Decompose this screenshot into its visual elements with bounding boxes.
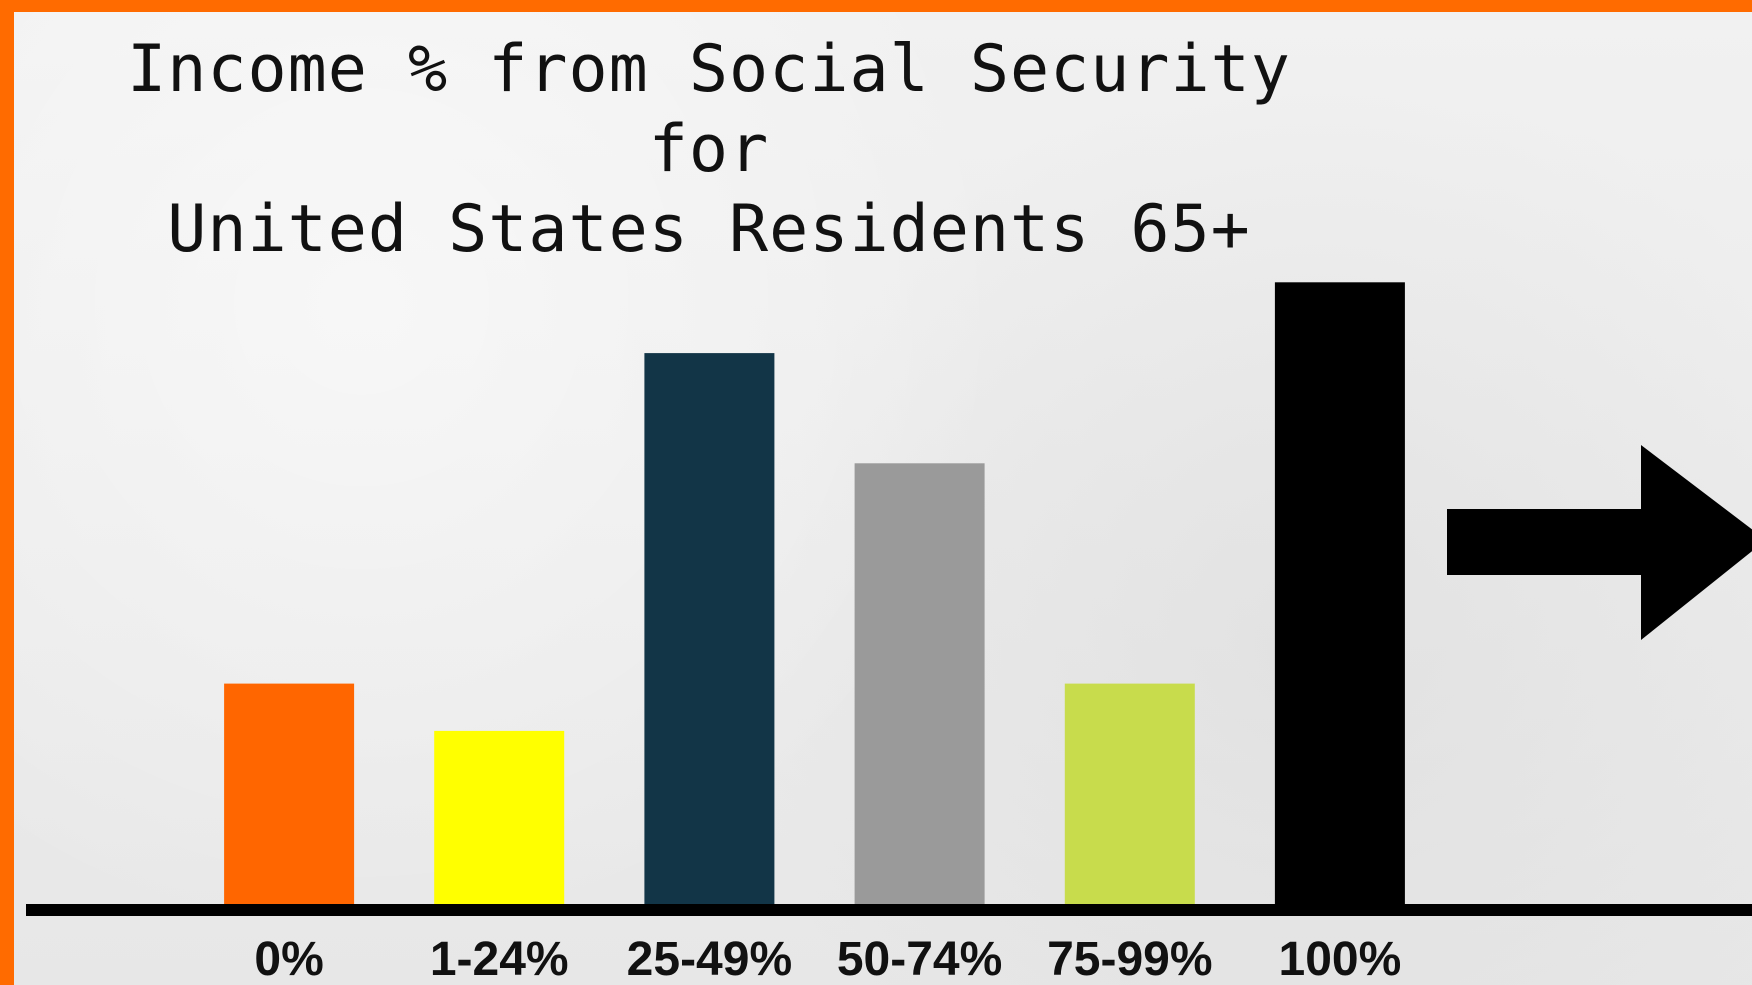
bar-6 bbox=[1274, 282, 1405, 904]
bar-4 bbox=[854, 463, 985, 904]
bar-chart: 0% 1-24% 25-49% 50-74% 75-99% 100% bbox=[26, 282, 1752, 985]
x-tick-label-5: 75-99% bbox=[1047, 933, 1212, 985]
right-arrow-icon bbox=[1447, 445, 1752, 640]
chart-title-line-1: Income % from Social Security for bbox=[127, 32, 1291, 187]
x-tick-label-6: 100% bbox=[1279, 933, 1402, 985]
bar-1 bbox=[224, 683, 355, 904]
x-tick-labels: 0% 1-24% 25-49% 50-74% 75-99% 100% bbox=[254, 933, 1401, 985]
x-tick-label-1: 0% bbox=[254, 933, 323, 985]
arrow-shape bbox=[1447, 445, 1752, 640]
x-tick-label-4: 50-74% bbox=[837, 933, 1002, 985]
x-tick-label-2: 1-24% bbox=[430, 933, 569, 985]
bar-2 bbox=[434, 730, 565, 904]
bar-3 bbox=[644, 353, 775, 905]
bar-5 bbox=[1064, 683, 1195, 904]
bars-group bbox=[224, 282, 1405, 905]
chart-title-line-2: United States Residents 65+ bbox=[167, 192, 1251, 267]
chart-title: Income % from Social Security for United… bbox=[124, 30, 1294, 270]
x-tick-label-3: 25-49% bbox=[627, 933, 792, 985]
